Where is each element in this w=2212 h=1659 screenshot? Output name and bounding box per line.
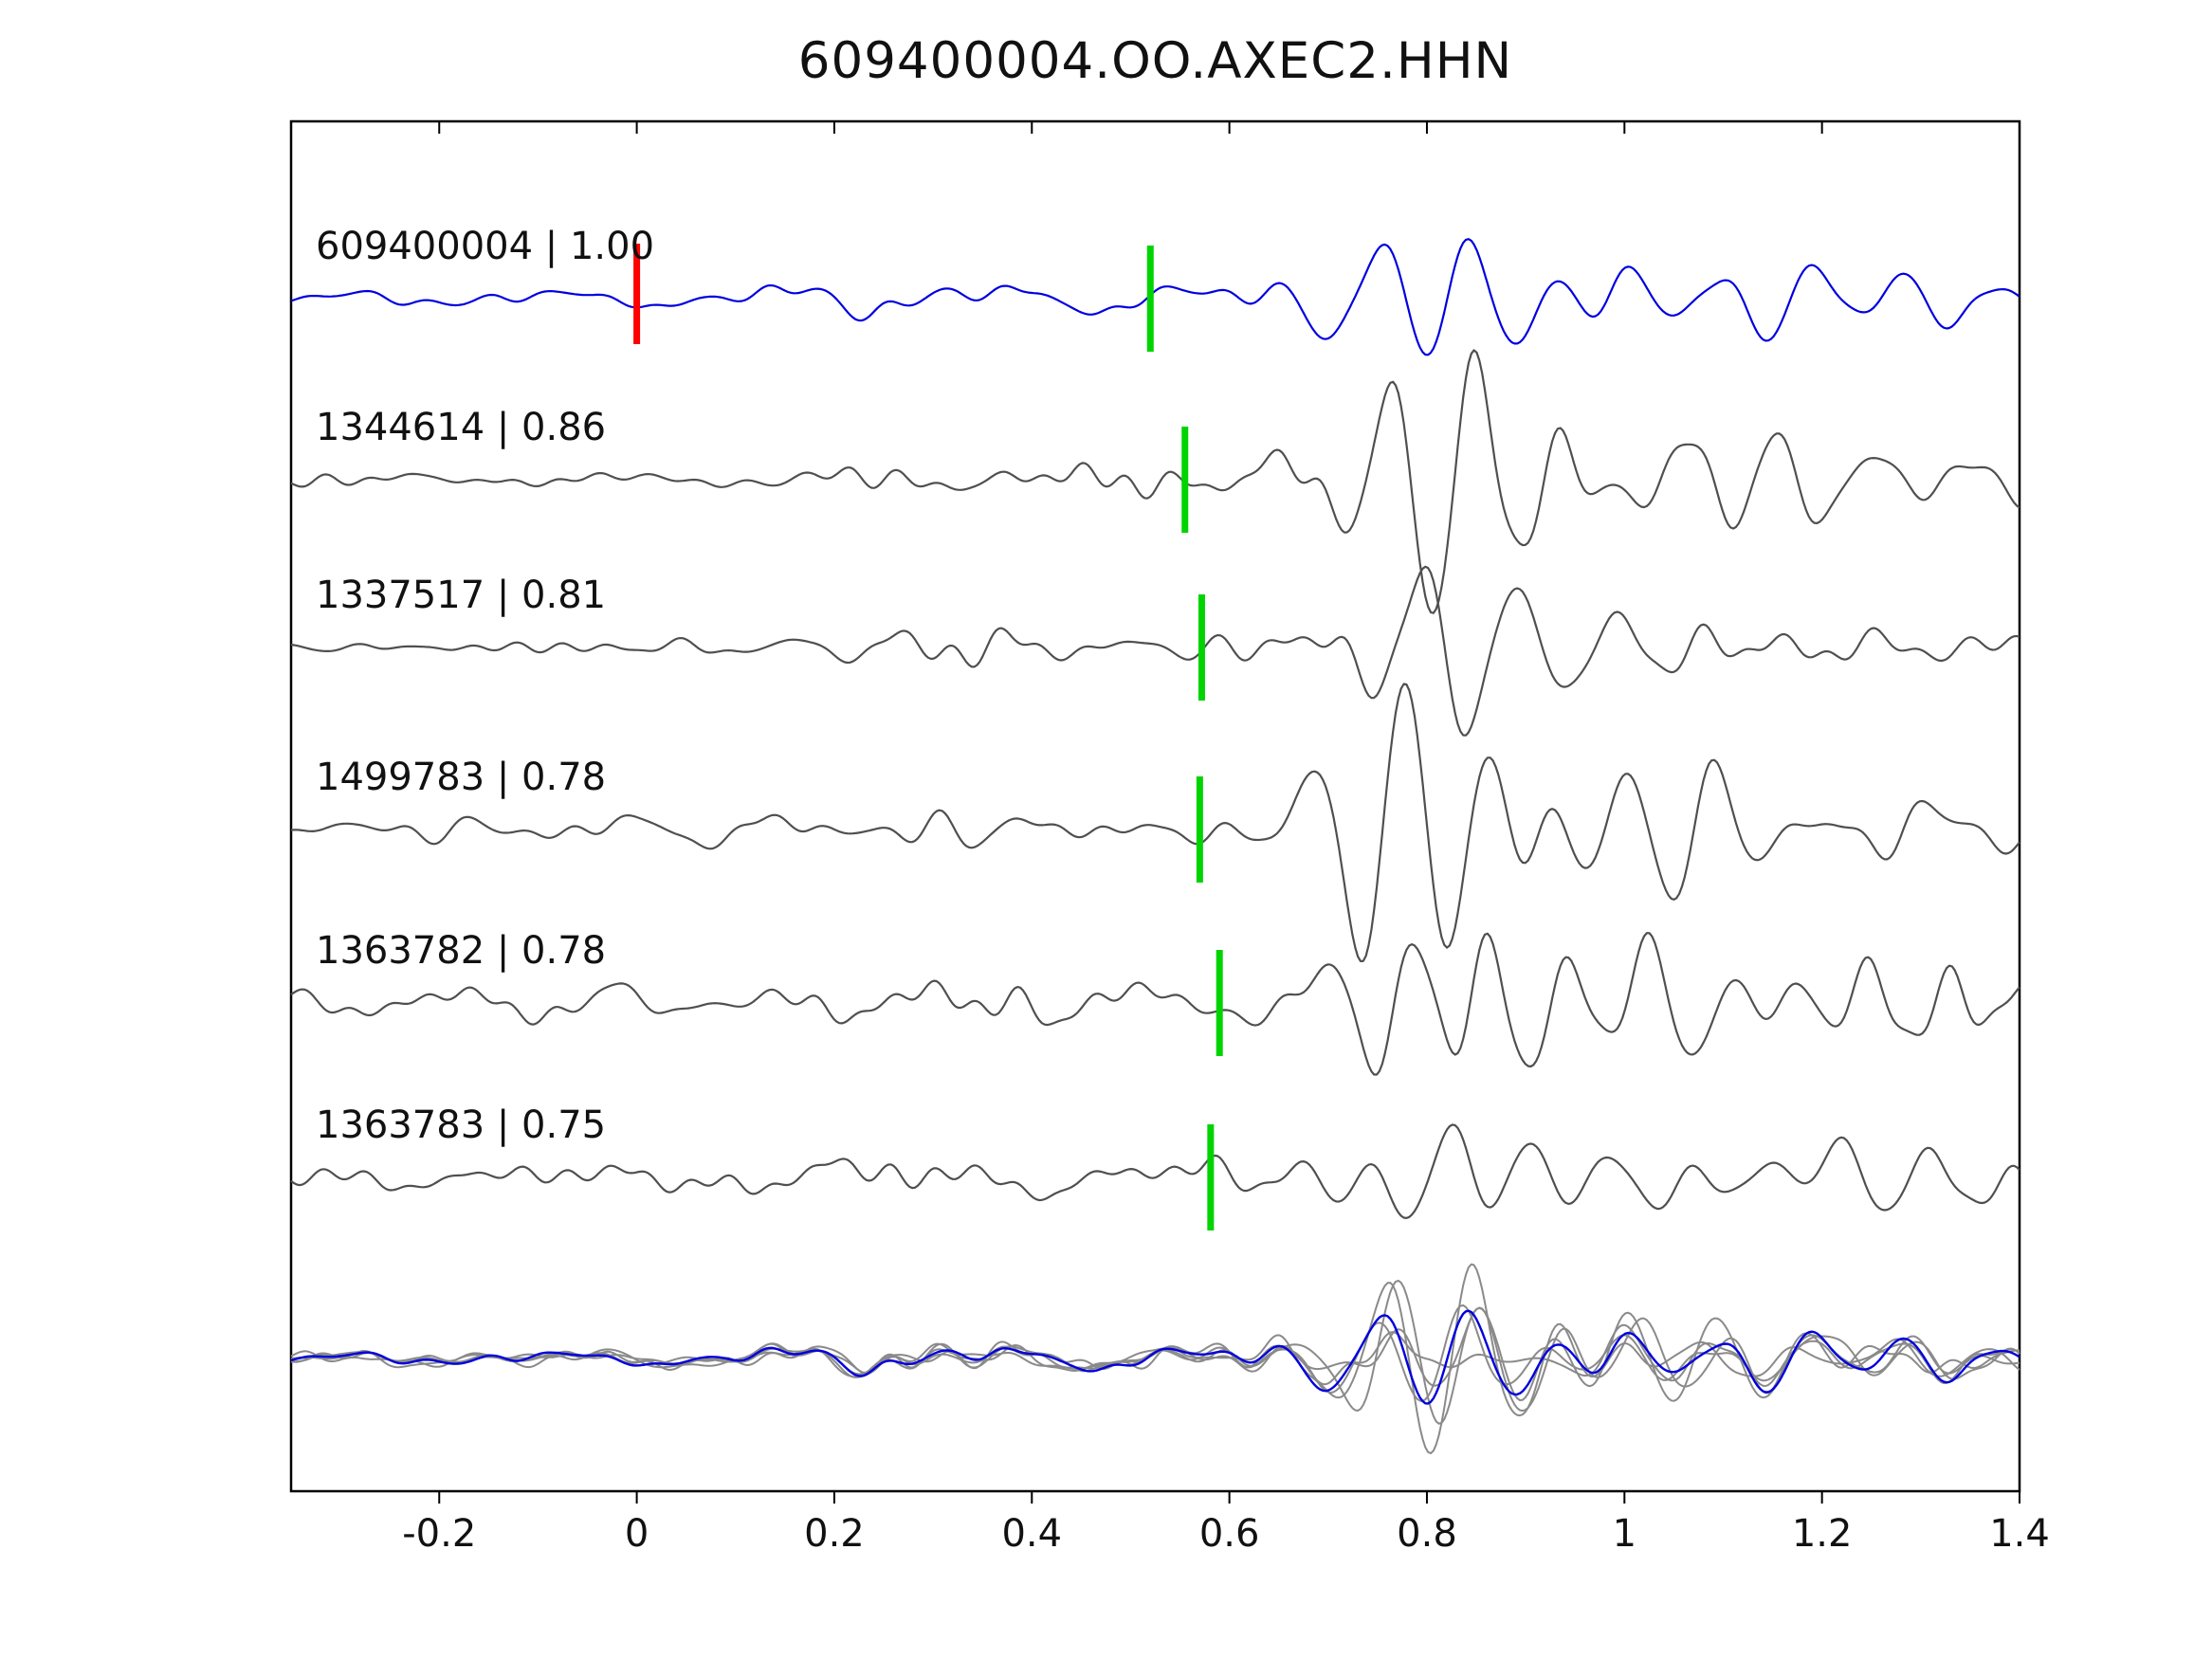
trace-label: 1499783 | 0.78 — [316, 756, 606, 799]
x-tick-label: 0.4 — [1001, 1512, 1062, 1556]
trace-label: 1337517 | 0.81 — [316, 574, 606, 617]
overlay-trace-1363782 — [290, 1306, 2020, 1413]
plot-box — [289, 119, 2021, 1493]
x-tick-label: 0.2 — [804, 1512, 865, 1556]
plot-title: 609400004.OO.AXEC2.HHN — [797, 32, 1513, 90]
trace-path-1363782 — [290, 932, 2020, 1076]
x-tick-label: 1 — [1613, 1512, 1636, 1556]
trace-path-1363783 — [290, 1123, 2020, 1219]
x-tick-label: 1.2 — [1792, 1512, 1853, 1556]
trace-label: 1344614 | 0.86 — [316, 406, 606, 449]
trace-path-609400004 — [290, 238, 2020, 356]
trace-label: 609400004 | 1.00 — [316, 225, 654, 268]
trace-label: 1363782 | 0.78 — [316, 929, 606, 973]
overlay-trace-1344614 — [291, 1263, 2020, 1454]
trace-label: 1363783 | 0.75 — [316, 1103, 606, 1147]
x-tick-label: -0.2 — [402, 1512, 476, 1556]
trace-path-1337517 — [290, 565, 2020, 737]
x-tick-label: 0 — [625, 1512, 649, 1556]
x-tick-label: 1.4 — [1989, 1512, 2050, 1556]
trace-path-1344614 — [290, 349, 2020, 614]
x-tick-label: 0.8 — [1397, 1512, 1457, 1556]
trace-path-1499783 — [290, 683, 2020, 962]
x-tick-label: 0.6 — [1199, 1512, 1260, 1556]
overlay-template-trace — [290, 1309, 2020, 1405]
